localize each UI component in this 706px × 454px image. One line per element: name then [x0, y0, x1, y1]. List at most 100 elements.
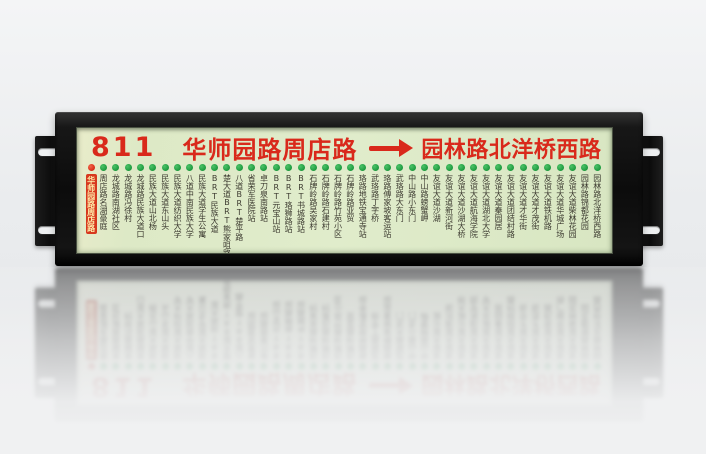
station-dot-icon — [211, 164, 219, 171]
station-column: 石牌岭路亚贸 — [344, 164, 356, 222]
station-dot-icon — [124, 363, 132, 370]
station-dot-icon — [519, 164, 527, 171]
station-column: 友谊大道华城广场 — [554, 164, 566, 238]
mounting-slot-icon — [640, 300, 660, 308]
station-column: 卓刀泉南路站 — [258, 164, 270, 222]
station-name: 友谊大道湖北大学 — [481, 296, 491, 360]
station-column: 中山路螃蟹岬 — [418, 164, 430, 222]
station-dot-icon — [309, 363, 317, 370]
station-column: 楚大道BRT熊家咀路站 — [221, 280, 233, 370]
station-column: 友谊大道湖北大学 — [480, 296, 492, 370]
station-name: 楚大道BRT熊家咀路站 — [222, 174, 232, 254]
bus-route-display-panel: 811 华师园路周店路 园林路北洋桥西路 华师园路周店路 周店路名湖豪庭 龙城路南湖… — [35, 112, 663, 266]
station-name: 友谊大道才茂街 — [531, 174, 541, 230]
station-column: 友谊大道才茂街 — [529, 164, 541, 230]
station-column: 友谊大道航海学院 — [468, 164, 480, 238]
station-dot-icon — [309, 164, 317, 171]
station-name: 友谊大道柴林花园 — [568, 174, 578, 238]
station-name: 珞路地铁宝通寺站 — [358, 296, 368, 360]
station-name: 卓刀泉南路站 — [259, 174, 269, 222]
station-column: 民族大道山北杨 — [147, 164, 159, 230]
station-name: 民族大道山北杨 — [148, 304, 158, 360]
station-name: 珞路傅家坡客运站 — [382, 296, 392, 360]
station-column: 石牌岭路竹苑小区 — [332, 296, 344, 370]
station-dot-icon — [396, 363, 404, 370]
station-column: 武珞路大东门 — [394, 164, 406, 222]
station-column: BRT珞狮路站 — [283, 301, 295, 370]
station-column: BRT元宝山站 — [270, 164, 282, 233]
station-dot-icon — [371, 363, 379, 370]
station-dot-icon — [532, 164, 540, 171]
station-column: 石牌岭路吴家村 — [307, 164, 319, 230]
station-name: BRT元宝山站 — [271, 174, 281, 233]
station-name: BRT书城路站 — [296, 301, 306, 360]
reflection-fade-overlay — [0, 267, 706, 454]
station-dot-icon — [186, 363, 194, 370]
station-dot-icon — [569, 363, 577, 370]
station-column: 友谊大道新河街 — [443, 164, 455, 230]
station-name: 友谊大道华城广场 — [555, 296, 565, 360]
route-origin: 华师园路周店路 — [182, 370, 358, 398]
route-arrow-icon — [367, 136, 414, 160]
station-column: 省荣军医院站 — [245, 312, 257, 370]
station-name: 友谊大道铁机路 — [543, 304, 553, 360]
station-dot-icon — [186, 164, 194, 171]
station-dot-icon — [285, 363, 293, 370]
station-dot-icon — [544, 363, 552, 370]
station-column: 楚大道BRT熊家咀路站 — [221, 164, 233, 254]
station-dot-icon — [507, 363, 515, 370]
station-column: 珞路傅家坡客运站 — [381, 296, 393, 370]
station-name: 友谊大道柴林花园 — [568, 296, 578, 360]
station-dot-icon — [100, 363, 108, 370]
station-column: 八道BRT楚平路 — [233, 164, 245, 241]
station-column: 民族大道山北杨 — [147, 304, 159, 370]
station-dot-icon — [161, 363, 169, 370]
arrow-shaft — [369, 383, 402, 389]
station-dot-icon — [198, 363, 206, 370]
station-name: 友谊大道沙湖 — [432, 174, 442, 222]
station-name: 民族大道学生公寓 — [197, 174, 207, 238]
station-column: 龙城路南湖社区 — [110, 164, 122, 230]
station-dot-icon — [581, 164, 589, 171]
station-dot-icon — [223, 363, 231, 370]
station-dot-icon — [593, 164, 601, 171]
station-dot-icon — [532, 363, 540, 370]
station-name: 龙城路南湖社区 — [111, 174, 121, 230]
station-column: 友谊大道新河街 — [443, 304, 455, 370]
mounting-slot-icon — [38, 378, 58, 386]
station-dot-icon — [408, 363, 416, 370]
route-header: 811 华师园路周店路 园林路北洋桥西路 — [77, 128, 612, 164]
station-column: 友谊大道团结村路 — [505, 164, 517, 238]
station-name: 友谊大道航海学院 — [469, 296, 479, 360]
station-dot-icon — [112, 164, 120, 171]
station-name: 友谊大道湖北大学 — [481, 174, 491, 238]
station-column: 园林路北洋桥西路 — [591, 164, 603, 238]
station-dot-icon — [544, 164, 552, 171]
station-name: 民族大道纺织大学 — [173, 174, 183, 238]
station-dot-icon — [174, 164, 182, 171]
station-name: 省荣军医院站 — [247, 312, 257, 360]
station-column: 龙城路冯徐村 — [122, 312, 134, 370]
station-dot-icon — [137, 164, 145, 171]
station-name: 友谊大道团结村路 — [506, 174, 516, 238]
station-column: 友谊大道沙湖 — [431, 312, 443, 370]
station-name: 周店路名湖豪庭 — [99, 304, 109, 360]
station-column: 民族大道纺织大学 — [171, 164, 183, 238]
station-name: 友谊大道才华街 — [518, 174, 528, 230]
station-name: 龙城路冯徐村 — [123, 174, 133, 222]
station-dot-icon — [272, 363, 280, 370]
panel-frame: 811 华师园路周店路 园林路北洋桥西路 华师园路周店路 周店路名湖豪庭 龙城路南湖… — [55, 268, 643, 422]
station-name: BRT珞狮路站 — [284, 301, 294, 360]
station-name: 石牌岭路亚贸 — [345, 312, 355, 360]
station-name: 友谊大道团结村路 — [506, 296, 516, 360]
station-column: 友谊大道湖北大学 — [480, 164, 492, 238]
station-dot-icon — [470, 363, 478, 370]
station-column: 石牌岭路石建村 — [320, 164, 332, 230]
route-display-screen: 811 华师园路周店路 园林路北洋桥西路 华师园路周店路 周店路名湖豪庭 龙城路南湖… — [76, 280, 613, 407]
station-name: 龙城路民族大道口 — [136, 174, 146, 238]
right-mounting-bracket — [637, 288, 663, 398]
station-name: 卓刀泉南路站 — [259, 312, 269, 360]
station-column: 石牌岭路竹苑小区 — [332, 164, 344, 238]
station-column: 武珞路大东门 — [394, 312, 406, 370]
